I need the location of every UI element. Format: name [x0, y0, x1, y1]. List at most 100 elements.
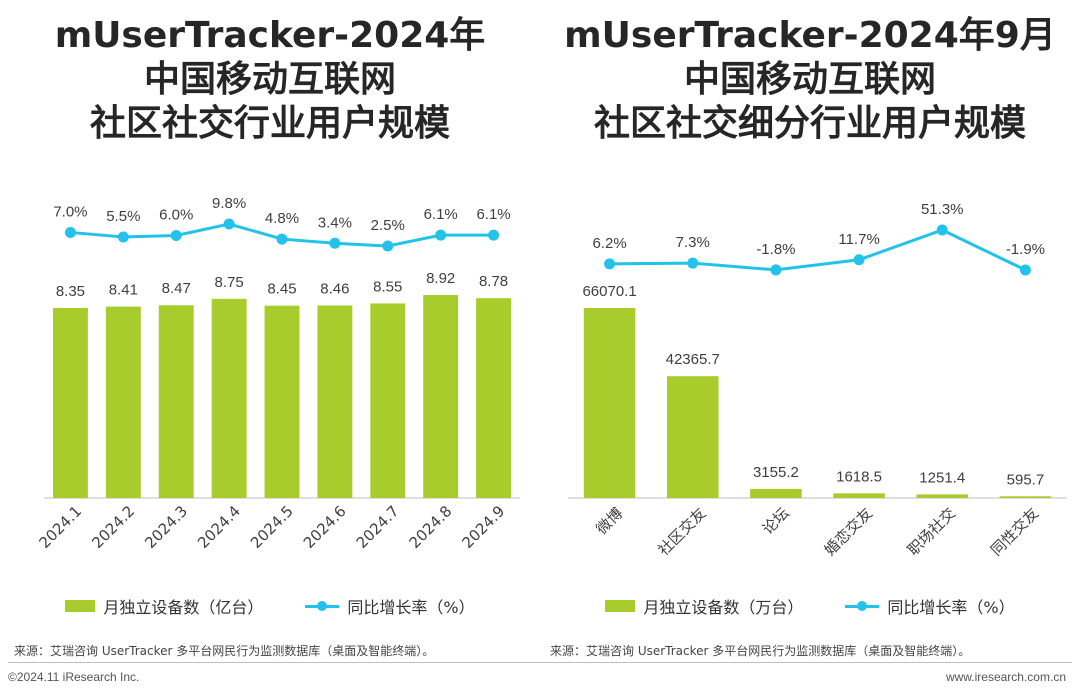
right-growth-label: -1.8%	[756, 241, 795, 258]
right-bar-value-label: 42365.7	[666, 351, 720, 368]
right-legend-line-label: 同比增长率（%）	[887, 598, 1015, 617]
footer-divider	[8, 662, 1072, 663]
left-title-line-1: mUserTracker-2024年	[54, 15, 486, 56]
left-bar	[317, 305, 353, 498]
right-legend-line-entry: 同比增长率（%）	[845, 594, 1015, 618]
right-legend-bar-label: 月独立设备数（万台）	[643, 598, 804, 617]
left-bar-value-label: 8.41	[109, 282, 138, 299]
right-bar-value-label: 1251.4	[919, 469, 965, 486]
website-text: www.iresearch.com.cn	[945, 670, 1066, 684]
right-growth-point	[604, 258, 616, 270]
right-growth-point	[853, 254, 865, 266]
left-bar-value-label: 8.78	[479, 273, 508, 290]
left-growth-point	[382, 240, 394, 252]
left-bar-value-label: 8.55	[373, 278, 402, 295]
right-chart-panel: mUserTracker-2024年9月 中国移动互联网 社区社交细分行业用户规…	[540, 0, 1080, 640]
left-bar-value-label: 8.46	[320, 280, 349, 297]
left-bar	[211, 298, 247, 498]
right-growth-point	[687, 257, 699, 269]
line-swatch	[305, 599, 340, 613]
left-title-line-3: 社区社交行业用户规模	[89, 103, 450, 144]
left-x-tick-label: 2024.5	[247, 502, 297, 552]
right-x-tick-label: 论坛	[759, 504, 793, 538]
left-x-tick-label: 2024.4	[194, 502, 244, 552]
copyright-text: ©2024.11 iResearch Inc.	[8, 670, 140, 684]
right-growth-label: -1.9%	[1006, 241, 1045, 258]
left-growth-point	[435, 229, 447, 241]
right-bar	[833, 493, 885, 498]
left-x-tick-label: 2024.9	[459, 502, 509, 552]
left-chart-legend: 月独立设备数（亿台） 同比增长率（%）	[0, 594, 540, 618]
left-chart-title: mUserTracker-2024年 中国移动互联网 社区社交行业用户规模	[0, 14, 540, 146]
left-legend-bar-entry: 月独立设备数（亿台）	[65, 594, 263, 618]
right-legend-bar-entry: 月独立设备数（万台）	[605, 594, 803, 618]
bar-swatch	[65, 600, 96, 612]
left-bar	[158, 305, 194, 498]
left-growth-point	[488, 229, 500, 241]
left-bar-value-label: 8.92	[426, 270, 455, 287]
right-growth-label: 11.7%	[838, 231, 879, 248]
left-bar	[476, 298, 512, 498]
left-growth-point	[329, 237, 341, 249]
left-x-tick-label: 2024.6	[300, 502, 350, 552]
left-chart-panel: mUserTracker-2024年 中国移动互联网 社区社交行业用户规模 8.…	[0, 0, 540, 640]
left-legend-line-label: 同比增长率（%）	[347, 598, 475, 617]
right-bar	[999, 496, 1052, 498]
left-bar-value-label: 8.75	[215, 274, 244, 291]
right-chart-title: mUserTracker-2024年9月 中国移动互联网 社区社交细分行业用户规…	[540, 14, 1080, 146]
left-bar	[370, 303, 406, 498]
left-growth-label: 5.5%	[106, 208, 140, 225]
left-growth-label: 7.0%	[53, 203, 87, 220]
right-source-note: 来源：艾瑞咨询 UserTracker 多平台网民行为监测数据库（桌面及智能终端…	[550, 644, 971, 658]
left-bar-value-label: 8.45	[267, 281, 296, 298]
right-growth-line	[609, 228, 1027, 272]
left-chart-plot: 8.35 2024.1 8.41 2024.2 8.47 2024.3 8.75 2024.4…	[35, 195, 520, 552]
right-growth-label: 51.3%	[921, 201, 964, 218]
left-bar-value-label: 8.47	[162, 280, 191, 297]
right-x-tick-label: 职场社交	[904, 504, 959, 559]
left-bar-value-label: 8.35	[56, 283, 85, 300]
right-bar-value-label: 3155.2	[753, 464, 799, 481]
right-bar	[666, 376, 719, 498]
left-bar	[423, 295, 459, 498]
left-growth-label: 6.0%	[159, 206, 193, 223]
left-growth-label: 6.1%	[476, 206, 510, 223]
right-title-line-1: mUserTracker-2024年9月	[564, 15, 1056, 56]
right-chart-legend: 月独立设备数（万台） 同比增长率（%）	[540, 594, 1080, 618]
right-growth-label: 6.2%	[592, 235, 626, 252]
right-x-tick-label: 同性交友	[987, 504, 1042, 559]
left-growth-label: 9.8%	[212, 195, 246, 212]
left-growth-label: 4.8%	[265, 210, 299, 227]
line-swatch	[845, 599, 880, 613]
right-bar-value-label: 1618.5	[836, 468, 882, 485]
left-x-tick-label: 2024.8	[406, 502, 456, 552]
right-bar	[583, 308, 636, 498]
left-x-tick-label: 2024.3	[141, 502, 191, 552]
left-growth-point	[170, 229, 182, 241]
right-bar	[916, 494, 969, 498]
right-x-tick-label: 微博	[592, 504, 626, 538]
left-bar	[264, 305, 300, 498]
left-legend-line-entry: 同比增长率（%）	[305, 594, 475, 618]
left-growth-point	[276, 233, 288, 245]
right-title-line-2: 中国移动互联网	[683, 59, 936, 100]
bar-swatch	[605, 600, 636, 612]
left-growth-label: 2.5%	[371, 217, 405, 234]
left-growth-point	[223, 218, 235, 230]
right-growth-point	[936, 224, 948, 236]
left-x-tick-label: 2024.2	[88, 502, 138, 552]
right-title-line-3: 社区社交细分行业用户规模	[593, 103, 1026, 144]
left-bar	[105, 306, 141, 498]
left-x-tick-label: 2024.7	[353, 502, 403, 552]
left-source-note: 来源：艾瑞咨询 UserTracker 多平台网民行为监测数据库（桌面及智能终端…	[14, 644, 435, 658]
left-title-line-2: 中国移动互联网	[143, 59, 396, 100]
right-x-tick-label: 社区交友	[654, 504, 709, 559]
left-growth-point	[64, 226, 76, 238]
left-bar	[52, 307, 88, 498]
right-x-tick-label: 婚恋交友	[821, 504, 876, 559]
right-bar-value-label: 66070.1	[582, 283, 636, 300]
left-growth-point	[117, 231, 129, 243]
left-legend-bar-label: 月独立设备数（亿台）	[103, 598, 264, 617]
left-x-tick-label: 2024.1	[35, 502, 85, 552]
right-growth-label: 7.3%	[676, 234, 710, 251]
